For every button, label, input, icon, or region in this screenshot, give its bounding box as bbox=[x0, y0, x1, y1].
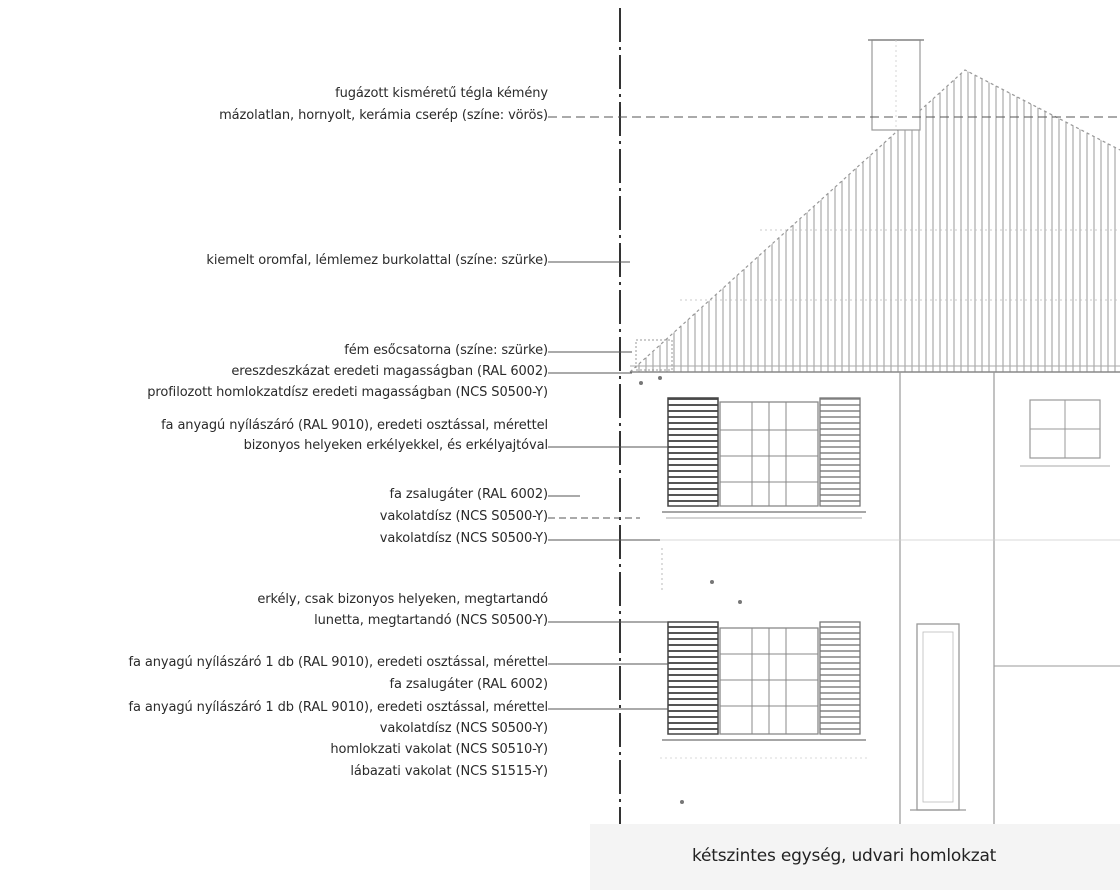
label-plaster-decor-3: vakolatdísz (NCS S0500-Y) bbox=[379, 721, 548, 736]
roof bbox=[629, 69, 1120, 373]
label-shutter-lower: fa zsalugáter (RAL 6002) bbox=[389, 677, 549, 692]
label-plaster-decor-2: vakolatdísz (NCS S0500-Y) bbox=[379, 531, 548, 546]
label-eaves-boarding: ereszdeszkázat eredeti magasságban (RAL … bbox=[231, 364, 548, 379]
chimney bbox=[868, 39, 924, 131]
label-plinth-plaster: lábazati vakolat (NCS S1515-Y) bbox=[350, 764, 548, 779]
leader-lines bbox=[548, 116, 1120, 710]
label-facade-plaster: homlokzati vakolat (NCS S0510-Y) bbox=[330, 742, 548, 757]
label-shutter-upper: fa zsalugáter (RAL 6002) bbox=[389, 487, 549, 502]
lunette-detail bbox=[661, 548, 742, 604]
label-lunette: lunetta, megtartandó (NCS S0500-Y) bbox=[314, 613, 548, 628]
label-cornice: profilozott homlokzatdísz eredeti magass… bbox=[147, 385, 548, 400]
right-upper-window bbox=[1020, 399, 1110, 467]
lower-window-group bbox=[660, 621, 868, 759]
label-window-upper: fa anyagú nyílászáró (RAL 9010), eredeti… bbox=[161, 418, 548, 433]
label-window-lower-2: fa anyagú nyílászáró 1 db (RAL 9010), er… bbox=[128, 700, 549, 715]
label-chimney: fugázott kisméretű tégla kémény bbox=[335, 86, 548, 101]
label-roof-tile: mázolatlan, hornyolt, kerámia cserép (sz… bbox=[219, 108, 548, 123]
upper-window-group bbox=[662, 397, 866, 519]
label-window-lower-1: fa anyagú nyílászáró 1 db (RAL 9010), er… bbox=[128, 655, 549, 670]
label-balcony: erkély, csak bizonyos helyeken, megtarta… bbox=[257, 592, 548, 607]
door bbox=[910, 623, 966, 811]
label-window-balcony: bizonyos helyeken erkélyekkel, és erkély… bbox=[243, 438, 549, 453]
label-plaster-decor-1: vakolatdísz (NCS S0500-Y) bbox=[379, 509, 548, 524]
drawing-caption: kétszintes egység, udvari homlokzat bbox=[692, 846, 997, 866]
gutter-detail bbox=[635, 339, 673, 385]
label-gutter: fém esőcsatorna (színe: szürke) bbox=[344, 343, 548, 358]
annotation-labels: fugázott kisméretű tégla kémény mázolatl… bbox=[0, 0, 549, 890]
label-gable-wall: kiemelt oromfal, lémlemez burkolattal (s… bbox=[206, 253, 548, 268]
caption-band bbox=[590, 824, 1120, 890]
